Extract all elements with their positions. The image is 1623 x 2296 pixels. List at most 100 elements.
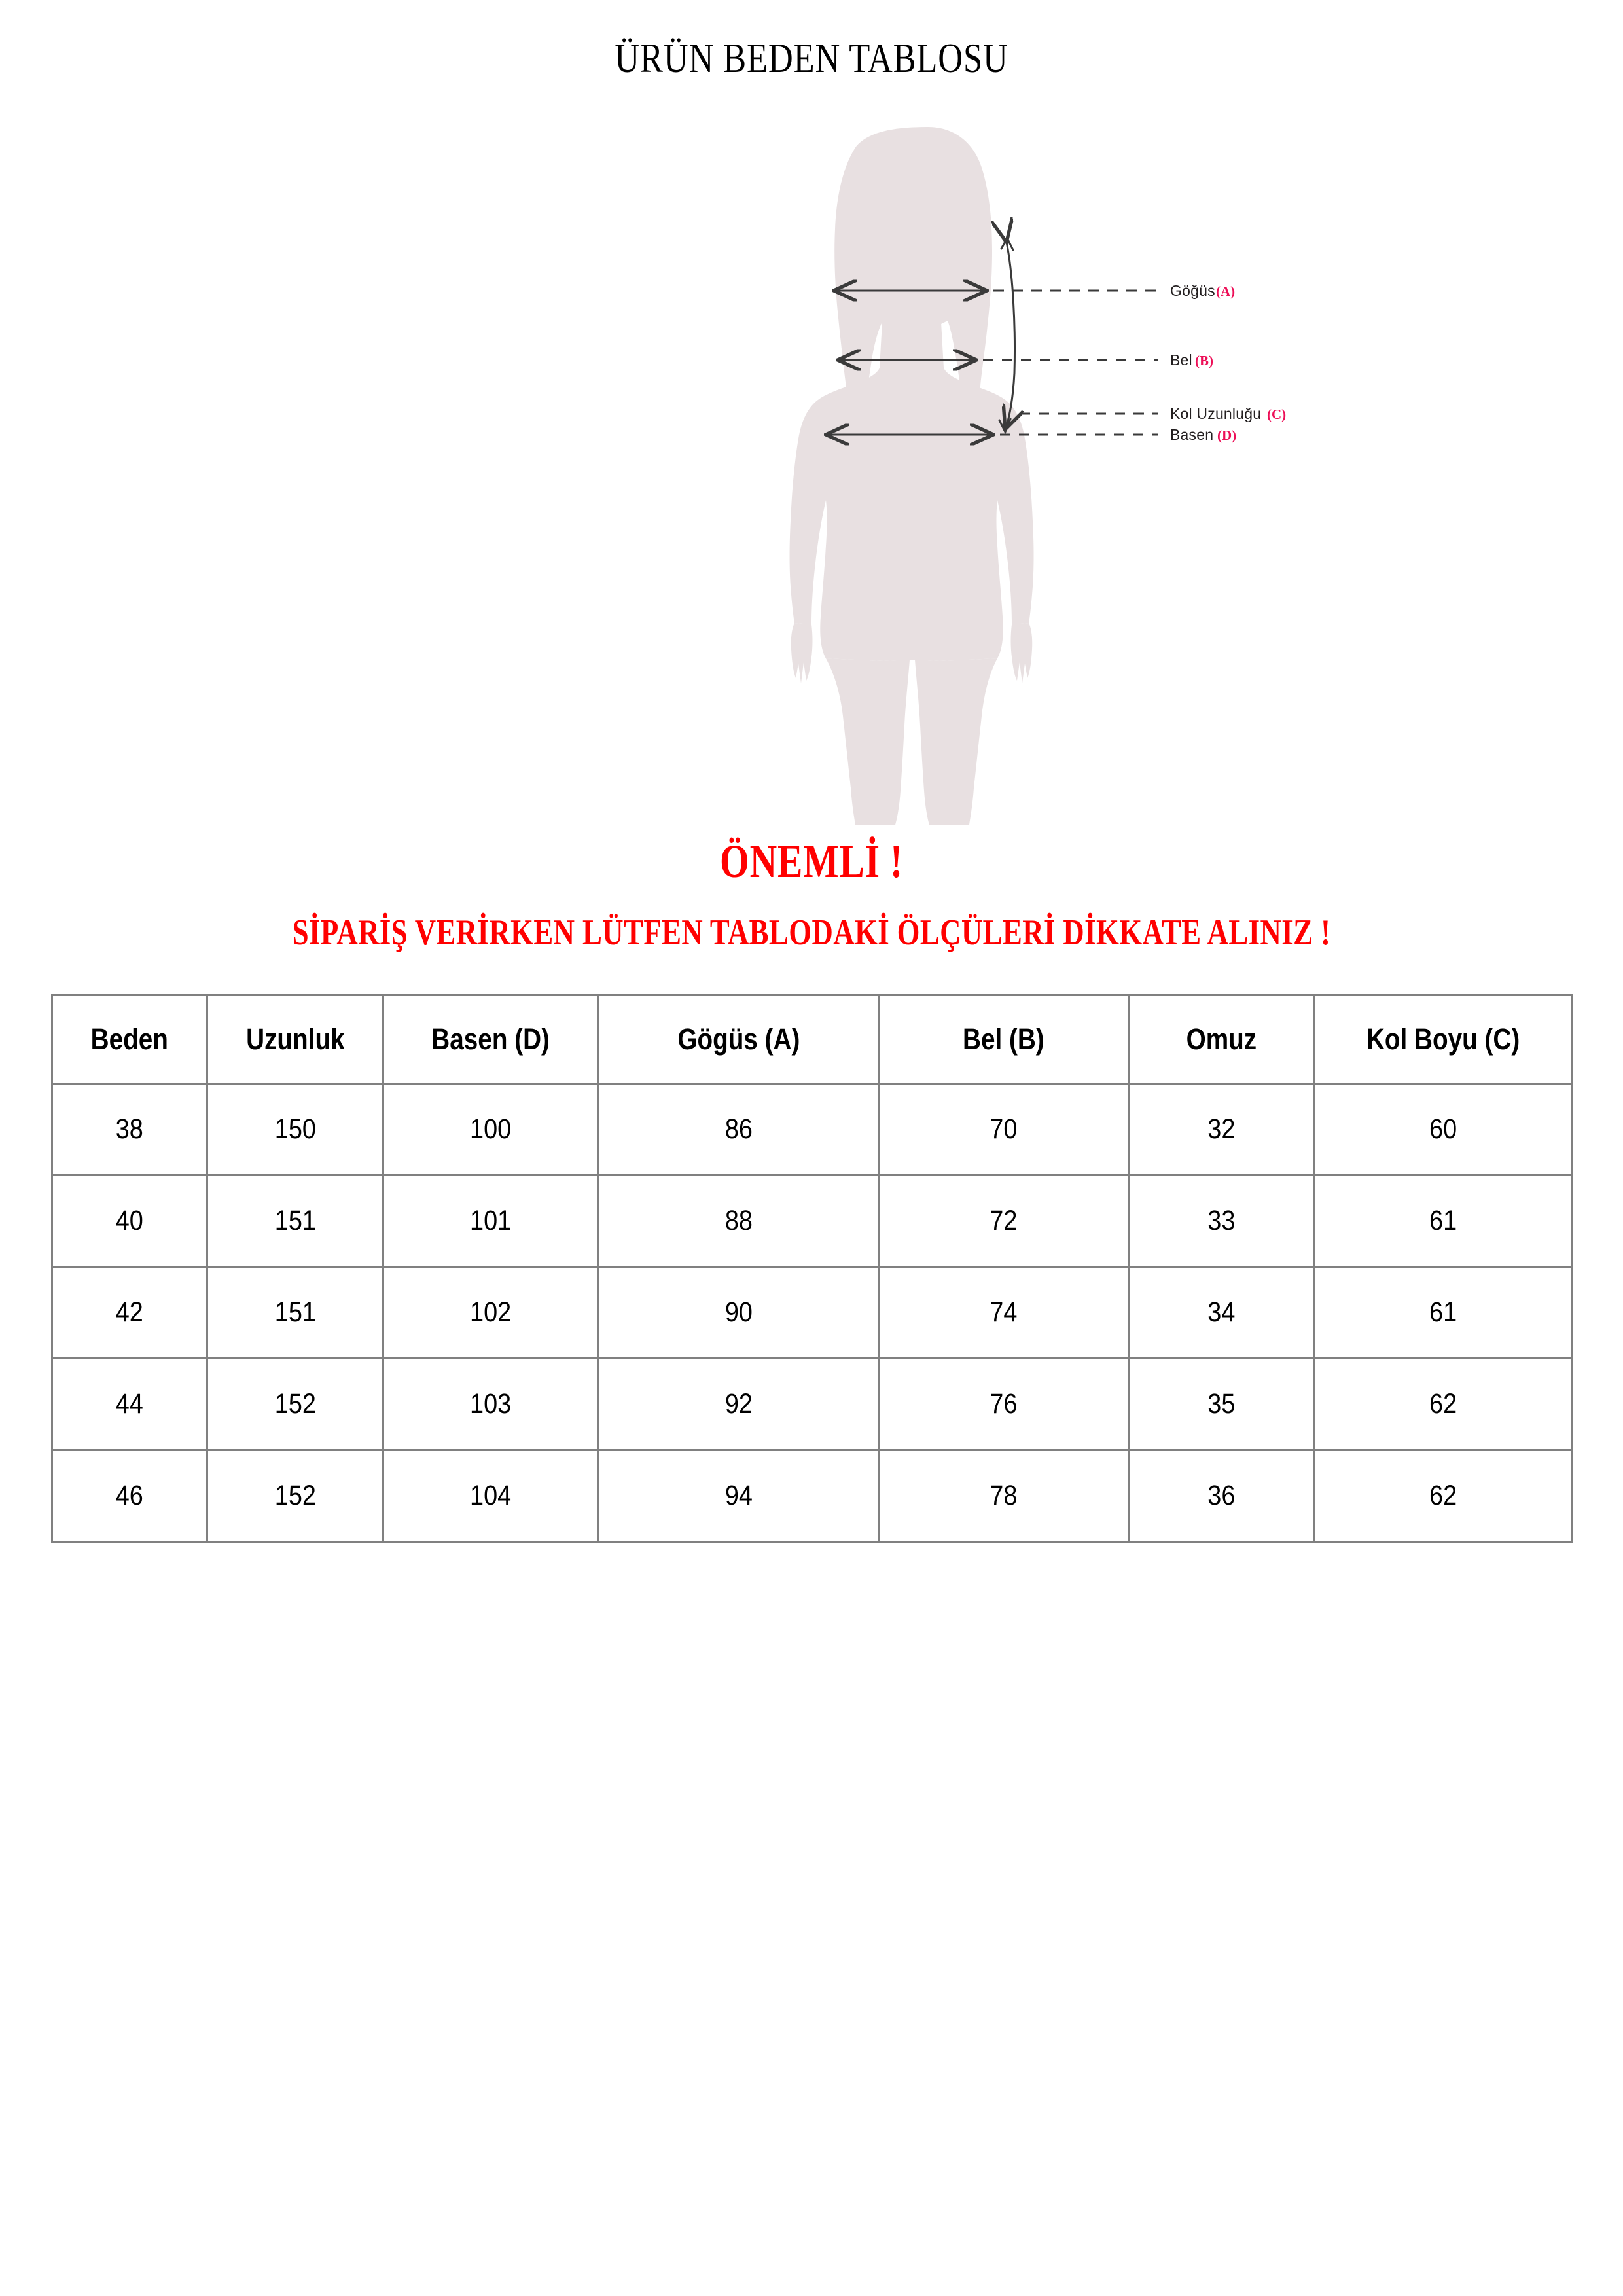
cell-value: 70: [990, 1113, 1018, 1145]
cell-beden: 40: [51, 1174, 208, 1268]
cell-basen: 100: [382, 1083, 599, 1176]
cell-value: 32: [1207, 1113, 1236, 1145]
important-subline: SİPARİŞ VERİRKEN LÜTFEN TABLODAKİ ÖLÇÜLE…: [292, 912, 1331, 953]
cell-value: 152: [274, 1388, 316, 1420]
table-row: 46 152 104 94 78 36 62: [51, 1449, 1573, 1543]
size-table-container: Beden Uzunluk Basen (D) Gögüs (A) Bel (B…: [51, 994, 1573, 1543]
cell-bel: 74: [878, 1266, 1130, 1359]
column-header-omuz: Omuz: [1128, 994, 1315, 1085]
cell-value: 61: [1429, 1297, 1457, 1328]
cell-value: 60: [1429, 1113, 1457, 1145]
cell-value: 62: [1429, 1480, 1457, 1511]
cell-value: 33: [1207, 1205, 1236, 1236]
waist-label-code: (B): [1195, 353, 1213, 368]
cell-value: 40: [115, 1205, 143, 1236]
waist-label-text: Bel: [1170, 351, 1192, 368]
cell-value: 151: [274, 1205, 316, 1236]
chest-label-text: Göğüs: [1170, 282, 1215, 299]
cell-value: 74: [990, 1297, 1018, 1328]
sleeve-label-code: (C): [1267, 406, 1286, 422]
cell-value: 36: [1207, 1480, 1236, 1511]
cell-gogus: 90: [597, 1266, 880, 1359]
female-body-silhouette: [789, 127, 1034, 825]
cell-beden: 38: [51, 1083, 208, 1176]
cell-omuz: 32: [1128, 1083, 1315, 1176]
cell-value: 92: [724, 1388, 753, 1420]
sleeve-label: Kol Uzunluğu (C): [1170, 405, 1286, 422]
table-row: 40 151 101 88 72 33 61: [51, 1174, 1573, 1268]
table-header-row: Beden Uzunluk Basen (D) Gögüs (A) Bel (B…: [51, 994, 1573, 1085]
cell-bel: 76: [878, 1357, 1130, 1451]
cell-gogus: 94: [597, 1449, 880, 1543]
waist-label: Bel (B): [1170, 351, 1213, 368]
column-header-omuz-label: Omuz: [1186, 1022, 1257, 1056]
sleeve-label-text: Kol Uzunluğu: [1170, 405, 1261, 422]
chest-label: Göğüs (A): [1170, 282, 1235, 299]
cell-value: 100: [470, 1113, 512, 1145]
hip-label-code: (D): [1217, 427, 1236, 443]
cell-omuz: 33: [1128, 1174, 1315, 1268]
column-header-beden-label: Beden: [90, 1022, 168, 1056]
cell-kolboyu: 61: [1313, 1266, 1573, 1359]
cell-value: 76: [990, 1388, 1018, 1420]
cell-value: 152: [274, 1480, 316, 1511]
cell-value: 35: [1207, 1388, 1236, 1420]
table-row: 44 152 103 92 76 35 62: [51, 1357, 1573, 1451]
column-header-gogus: Gögüs (A): [597, 994, 880, 1085]
cell-value: 88: [724, 1205, 753, 1236]
hip-label: Basen (D): [1170, 426, 1236, 443]
cell-gogus: 88: [597, 1174, 880, 1268]
cell-value: 78: [990, 1480, 1018, 1511]
cell-bel: 78: [878, 1449, 1130, 1543]
cell-value: 38: [115, 1113, 143, 1145]
cell-omuz: 34: [1128, 1266, 1315, 1359]
cell-value: 150: [274, 1113, 316, 1145]
chest-label-code: (A): [1216, 283, 1235, 299]
column-header-basen-label: Basen (D): [431, 1022, 550, 1056]
cell-beden: 46: [51, 1449, 208, 1543]
cell-gogus: 92: [597, 1357, 880, 1451]
hip-label-text: Basen: [1170, 426, 1213, 443]
cell-omuz: 36: [1128, 1449, 1315, 1543]
cell-basen: 102: [382, 1266, 599, 1359]
cell-value: 44: [115, 1388, 143, 1420]
cell-value: 151: [274, 1297, 316, 1328]
cell-uzunluk: 151: [205, 1174, 385, 1268]
cell-value: 94: [724, 1480, 753, 1511]
cell-value: 104: [470, 1480, 512, 1511]
cell-gogus: 86: [597, 1083, 880, 1176]
column-header-bel: Bel (B): [878, 994, 1130, 1085]
cell-value: 103: [470, 1388, 512, 1420]
column-header-uzunluk: Uzunluk: [205, 994, 385, 1085]
sleeve-measure-arrow: [1005, 242, 1015, 429]
cell-value: 72: [990, 1205, 1018, 1236]
cell-value: 42: [115, 1297, 143, 1328]
column-header-gogus-label: Gögüs (A): [677, 1022, 800, 1056]
cell-bel: 70: [878, 1083, 1130, 1176]
measurement-diagram: Göğüs (A) Bel (B) Kol Uzunluğu (C) Basen…: [0, 111, 1623, 825]
cell-value: 61: [1429, 1205, 1457, 1236]
column-header-beden: Beden: [51, 994, 208, 1085]
cell-basen: 104: [382, 1449, 599, 1543]
column-header-bel-label: Bel (B): [963, 1022, 1045, 1056]
cell-basen: 101: [382, 1174, 599, 1268]
cell-bel: 72: [878, 1174, 1130, 1268]
table-row: 38 150 100 86 70 32 60: [51, 1083, 1573, 1176]
important-headline: ÖNEMLİ !: [720, 835, 903, 888]
column-header-basen: Basen (D): [382, 994, 599, 1085]
cell-value: 101: [470, 1205, 512, 1236]
cell-kolboyu: 62: [1313, 1357, 1573, 1451]
cell-kolboyu: 60: [1313, 1083, 1573, 1176]
cell-kolboyu: 62: [1313, 1449, 1573, 1543]
cell-beden: 44: [51, 1357, 208, 1451]
cell-uzunluk: 150: [205, 1083, 385, 1176]
cell-kolboyu: 61: [1313, 1174, 1573, 1268]
cell-uzunluk: 151: [205, 1266, 385, 1359]
page-title: ÜRÜN BEDEN TABLOSU: [615, 35, 1008, 81]
cell-value: 62: [1429, 1388, 1457, 1420]
cell-beden: 42: [51, 1266, 208, 1359]
cell-value: 102: [470, 1297, 512, 1328]
cell-value: 46: [115, 1480, 143, 1511]
column-header-kolboyu: Kol Boyu (C): [1313, 994, 1573, 1085]
